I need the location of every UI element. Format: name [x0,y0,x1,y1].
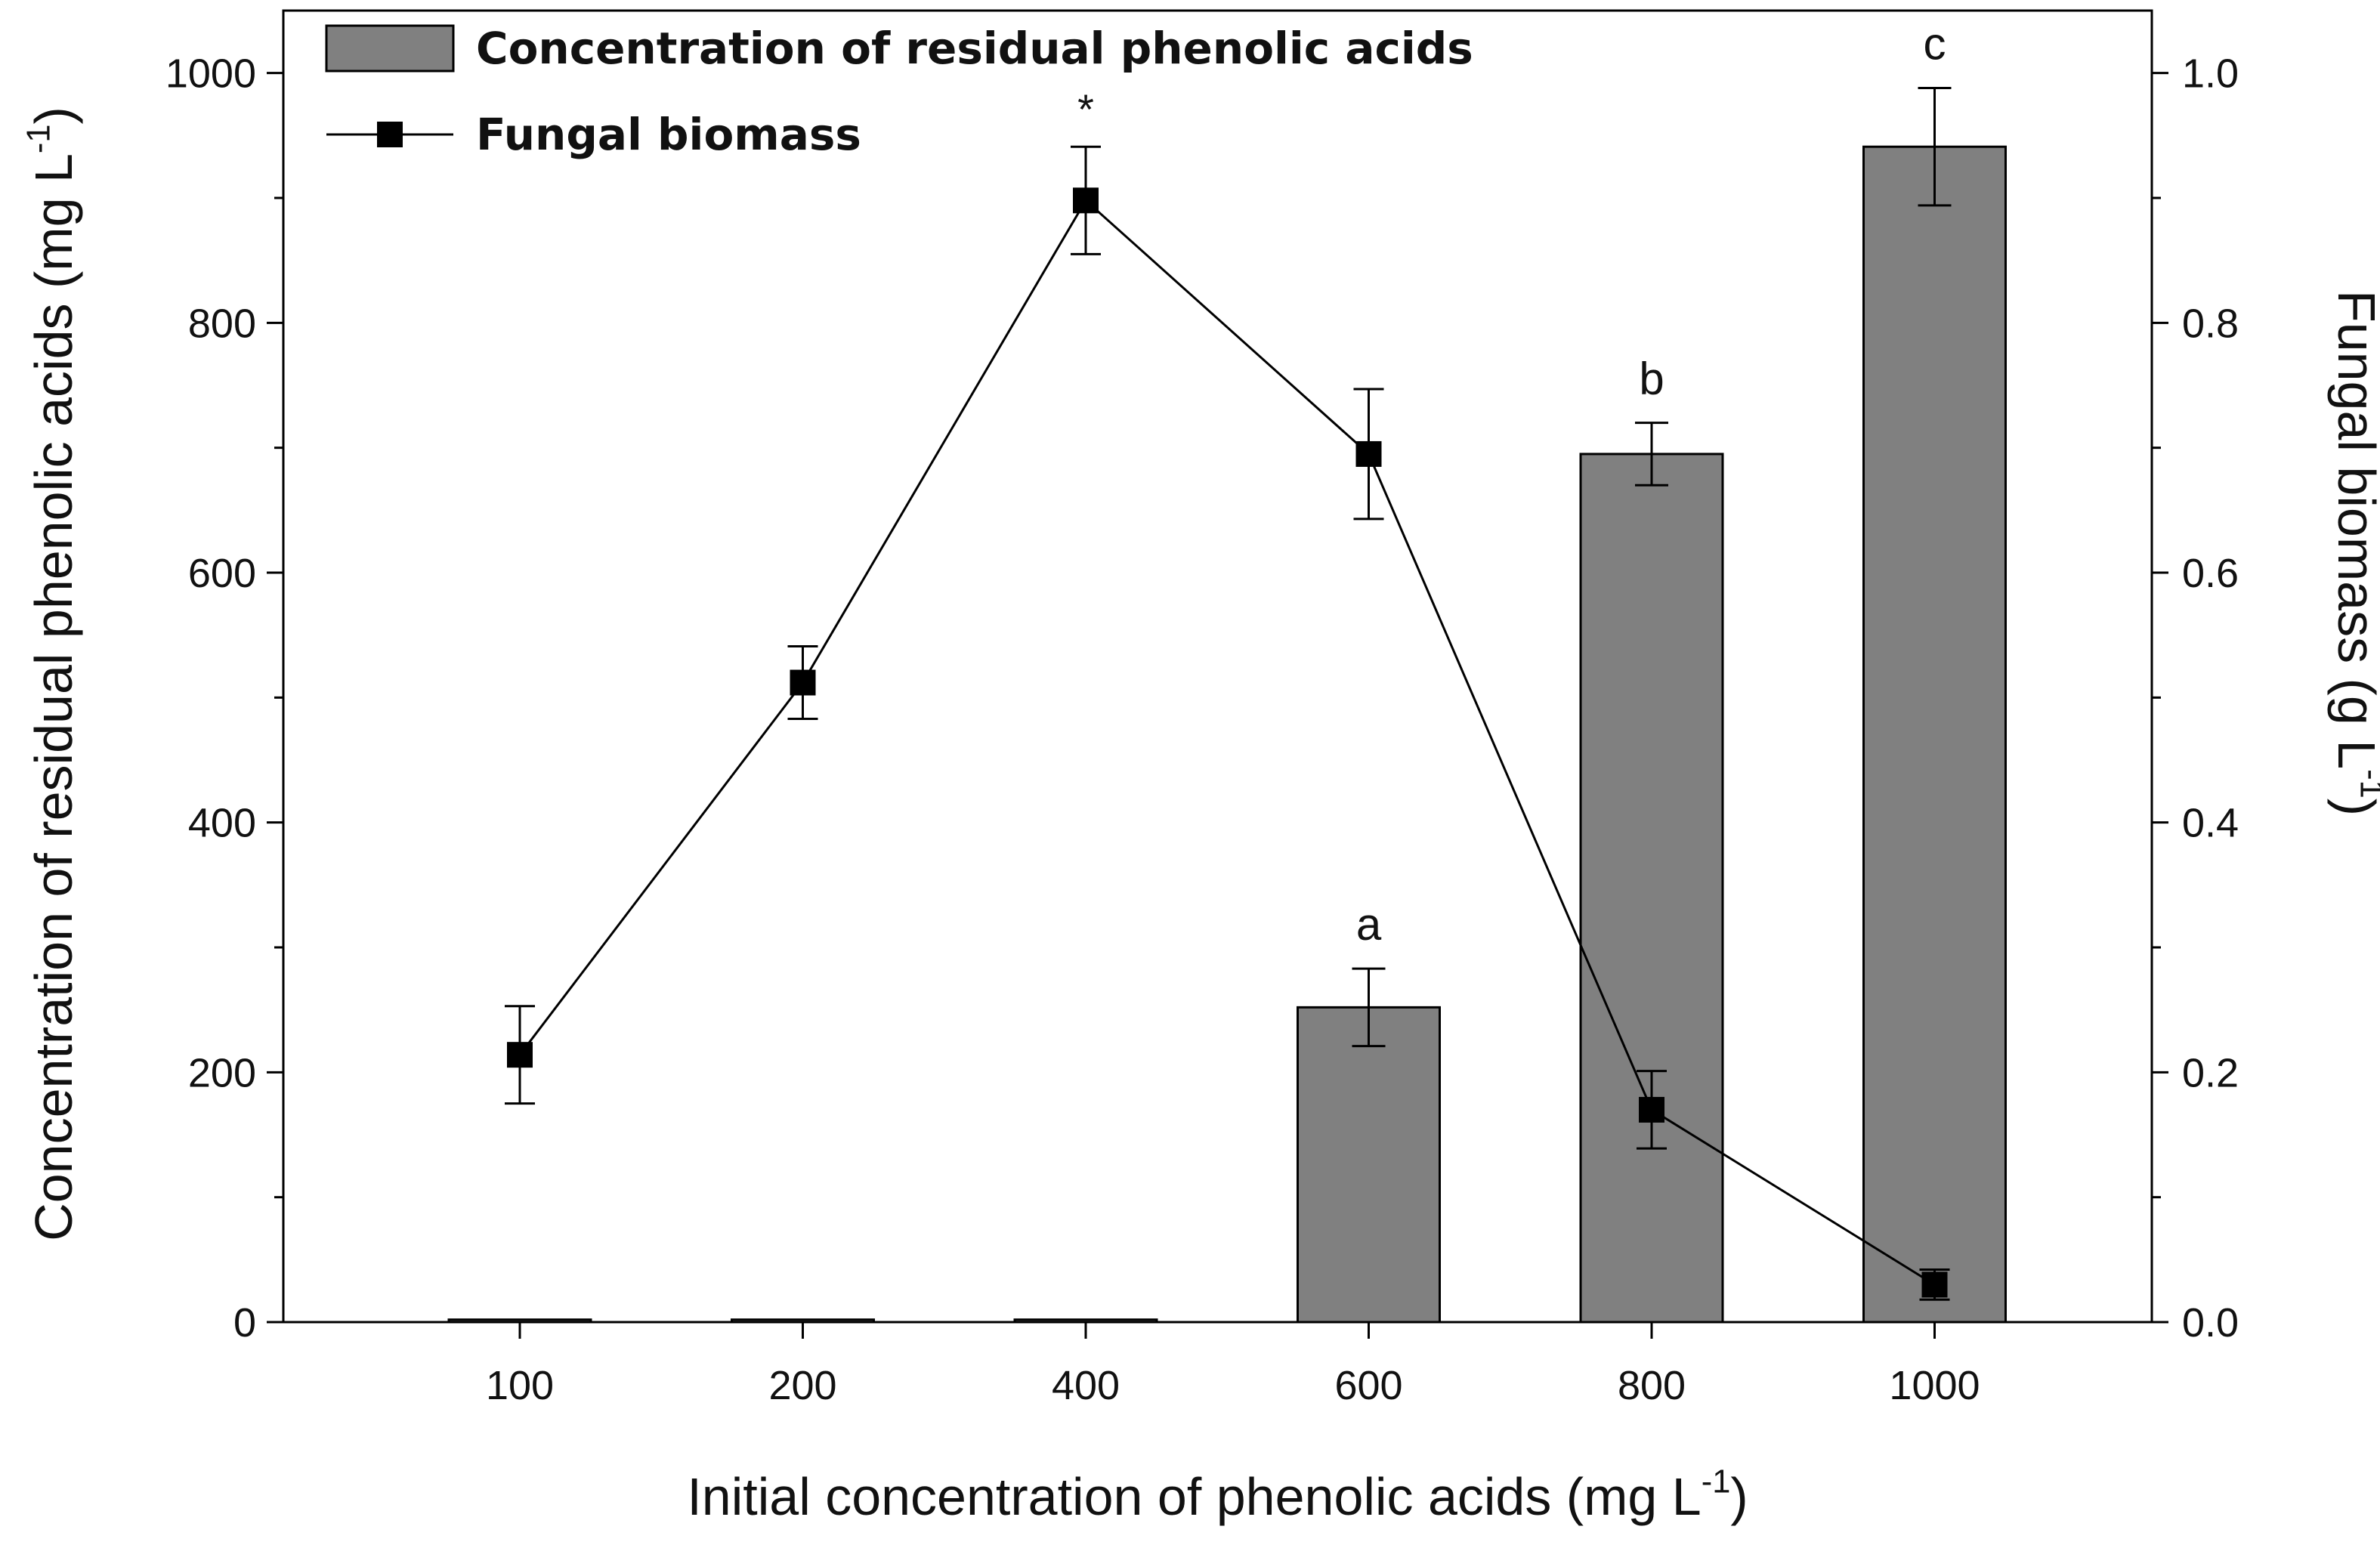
y-right-tick-label: 1.0 [2182,51,2239,97]
biomass-point [1355,440,1382,467]
bar [1297,1006,1441,1324]
bar [1862,145,2007,1324]
y-left-tick-label: 800 [188,301,256,346]
legend-swatch-bar [325,24,455,73]
line-layer [505,145,1950,1301]
biomass-point [790,669,816,696]
x-tick-label: 600 [1334,1363,1402,1408]
y-left-axis-label: Concentration of residual phenolic acids… [21,107,83,1241]
biomass-point [1073,187,1099,214]
legend-swatch-marker [377,122,403,147]
legend: Concentration of residual phenolic acids… [325,23,1473,160]
annotation-asterisk: * [1077,85,1094,133]
annotation-letter: b [1639,354,1664,404]
labels-layer: 0 200 400 600 800 1000 0.0 0.2 0.4 0.6 0.8 1.0 100 20… [21,19,2380,1526]
y-left-tick-label: 0 [233,1300,256,1346]
bar [1579,453,1724,1324]
x-tick-label: 1000 [1889,1363,1980,1408]
biomass-point [1921,1271,1948,1298]
annotation-letter: a [1356,899,1382,950]
biomass-point [507,1042,533,1068]
legend-label-line: Fungal biomass [476,109,861,160]
axes-layer [267,9,2168,1339]
y-right-tick-label: 0.8 [2182,301,2239,346]
y-left-tick-label: 200 [188,1050,256,1095]
y-right-tick-label: 0.2 [2182,1050,2239,1095]
x-tick-label: 800 [1618,1363,1686,1408]
bars-layer [447,87,2007,1324]
biomass-line [518,198,1936,1286]
plot-frame [282,9,2153,1324]
y-left-tick-label: 600 [188,551,256,596]
y-left-tick-label: 1000 [165,51,256,97]
legend-label-bar: Concentration of residual phenolic acids [476,23,1473,74]
y-left-tick-label: 400 [188,801,256,846]
y-right-tick-label: 0.0 [2182,1300,2239,1346]
x-axis-label: Initial concentration of phenolic acids … [687,1464,1748,1526]
annotation-letter: c [1924,19,1946,70]
x-tick-label: 100 [486,1363,554,1408]
y-right-axis-label: Fungal biomass (g L-1) [2327,290,2380,816]
x-tick-label: 200 [768,1363,836,1408]
x-tick-label: 400 [1052,1363,1120,1408]
biomass-point [1639,1096,1664,1123]
y-right-tick-label: 0.4 [2182,801,2239,846]
y-right-tick-label: 0.6 [2182,551,2239,596]
